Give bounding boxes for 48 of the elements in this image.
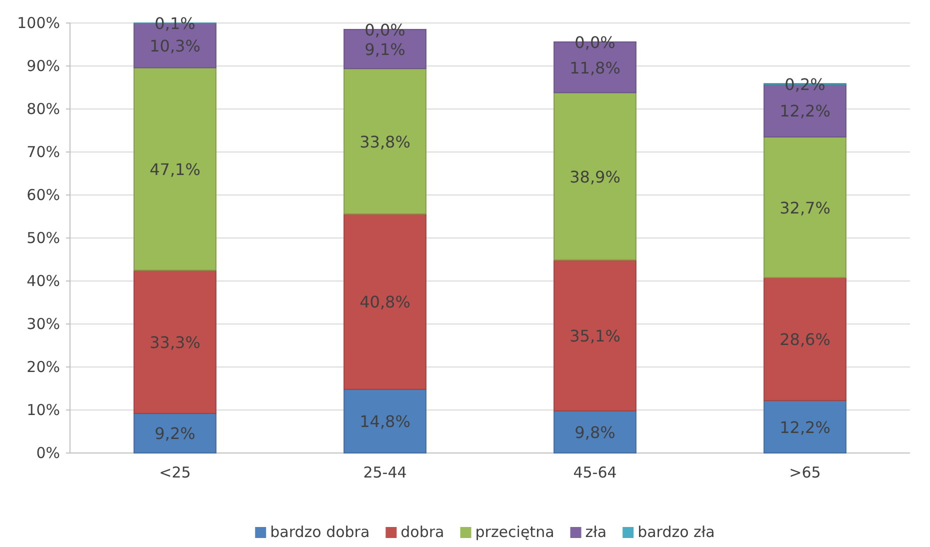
- x-tick-label: 45-64: [573, 464, 617, 482]
- data-label: 47,1%: [150, 160, 200, 179]
- y-tick-label: 60%: [26, 186, 60, 204]
- bar: [344, 388, 426, 454]
- data-label: 9,8%: [574, 422, 616, 442]
- legend-label: dobra: [400, 523, 444, 541]
- data-label: 12,2%: [780, 418, 830, 437]
- bar: [764, 400, 846, 454]
- y-tick-label: 90%: [26, 56, 60, 75]
- data-label: 33,8%: [360, 132, 410, 152]
- bar: [134, 67, 216, 271]
- legend-label: przeciętna: [475, 523, 554, 541]
- bar: [134, 412, 216, 454]
- y-tick-label: 0%: [36, 444, 60, 462]
- x-tick-label: 25-44: [363, 464, 407, 482]
- y-tick-label: 70%: [26, 142, 60, 161]
- y-tick-label: 30%: [26, 314, 60, 333]
- bar: [554, 410, 636, 454]
- bar: [554, 259, 636, 412]
- y-tick-label: 40%: [26, 272, 60, 290]
- bar: [764, 277, 846, 402]
- data-label: 32,7%: [780, 198, 830, 218]
- legend-label: zła: [585, 523, 607, 541]
- data-label: 9,1%: [364, 40, 406, 60]
- legend-label: bardzo dobra: [270, 523, 370, 541]
- legend-label: bardzo zła: [638, 523, 715, 541]
- y-tick-label: 100%: [17, 14, 60, 32]
- y-tick-label: 80%: [26, 100, 60, 118]
- data-label: 12,2%: [780, 102, 830, 121]
- data-label: 9,2%: [154, 424, 196, 444]
- y-tick-label: 20%: [26, 358, 60, 376]
- bar: [554, 92, 636, 260]
- data-label: 38,9%: [570, 167, 620, 186]
- y-tick-label: 10%: [26, 400, 60, 419]
- bar: [134, 270, 216, 414]
- x-tick-label: >65: [789, 464, 821, 482]
- data-label: 40,8%: [360, 292, 410, 312]
- bar: [764, 136, 846, 278]
- x-tick-label: <25: [159, 464, 191, 482]
- data-label: 28,6%: [780, 330, 830, 350]
- data-label: 10,3%: [150, 36, 200, 56]
- bar: [344, 213, 426, 390]
- bar: [344, 68, 426, 214]
- data-label: 33,3%: [150, 332, 200, 352]
- y-tick-label: 50%: [26, 228, 60, 247]
- data-label: 14,8%: [360, 412, 410, 432]
- data-label: 35,1%: [570, 326, 620, 346]
- data-label: 11,8%: [570, 58, 620, 78]
